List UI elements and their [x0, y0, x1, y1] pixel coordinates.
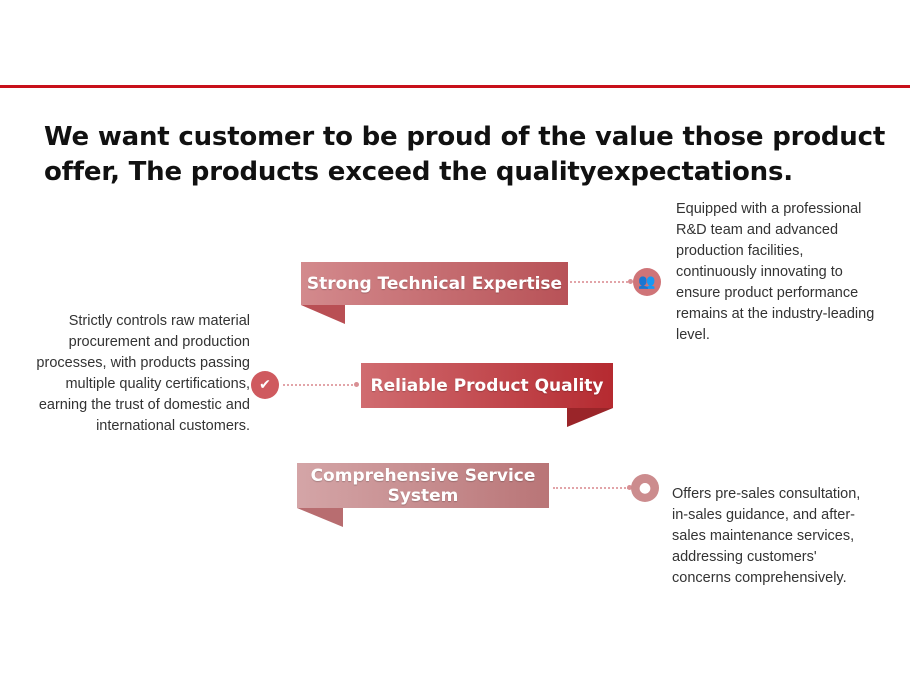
feature-description: Offers pre-sales consultation, in-sales …: [672, 486, 861, 586]
headset-icon: ●: [631, 474, 659, 502]
connector-dot: [627, 485, 632, 490]
users-icon: 👥: [633, 268, 661, 296]
certificate-icon: ✔: [251, 371, 279, 399]
banner-strong-technical-expertise: Strong Technical Expertise: [301, 262, 568, 305]
banner-title: Reliable Product Quality: [370, 375, 604, 396]
banner-fold: [567, 408, 613, 427]
banner-fold: [297, 508, 343, 527]
connector-dot: [628, 279, 633, 284]
page-title: We want customer to be proud of the valu…: [44, 122, 886, 187]
connector-line: [553, 487, 629, 489]
banner-title: Comprehensive Service System: [310, 465, 536, 506]
feature-description: Strictly controls raw material procureme…: [36, 313, 250, 434]
banner-reliable-product-quality: Reliable Product Quality: [361, 363, 613, 408]
header-divider: [0, 85, 910, 88]
connector-line: [283, 384, 357, 386]
banner-fold: [301, 305, 345, 324]
banner-title: Strong Technical Expertise: [306, 273, 563, 294]
connector-line: [570, 281, 632, 283]
banner-comprehensive-service-system: Comprehensive Service System: [297, 463, 549, 508]
feature-description: Equipped with a professional R&D team an…: [676, 201, 875, 343]
connector-dot: [354, 382, 359, 387]
